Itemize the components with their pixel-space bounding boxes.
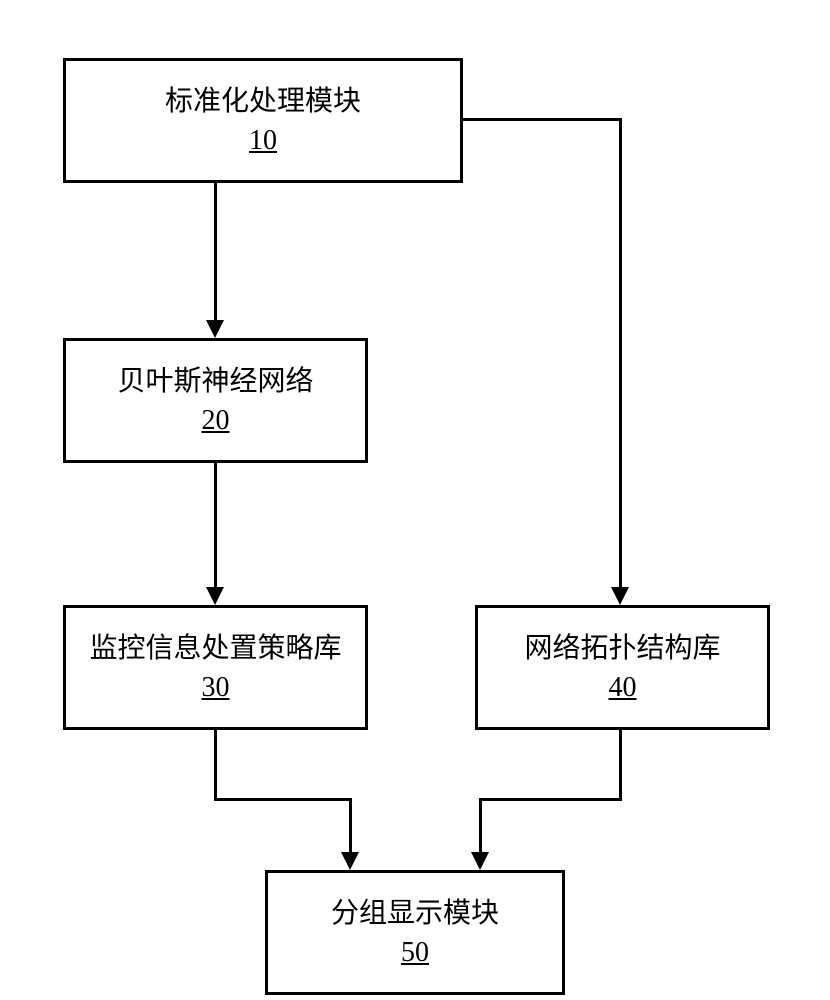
node-number: 10 — [249, 125, 277, 157]
node-number: 40 — [609, 672, 637, 704]
arrow-line — [214, 463, 217, 587]
arrow-head-down-icon — [611, 587, 629, 605]
arrow-head-down-icon — [206, 587, 224, 605]
node-label: 监控信息处置策略库 — [89, 631, 341, 667]
arrow-line — [479, 798, 622, 801]
arrow-line — [462, 118, 622, 121]
node-number: 30 — [202, 672, 230, 704]
arrow-line — [619, 730, 622, 798]
arrow-line — [214, 798, 352, 801]
node-label: 网络拓扑结构库 — [524, 631, 720, 667]
node-label: 贝叶斯神经网络 — [117, 364, 313, 400]
node-number: 50 — [401, 937, 429, 969]
arrow-line — [214, 730, 217, 798]
node-number: 20 — [202, 405, 230, 437]
arrow-head-down-icon — [206, 320, 224, 338]
arrow-line — [619, 118, 622, 587]
node-label: 分组显示模块 — [331, 896, 499, 932]
arrow-head-down-icon — [341, 852, 359, 870]
arrow-line — [479, 798, 482, 852]
node-standardization-module: 标准化处理模块 10 — [63, 58, 463, 183]
arrow-line — [214, 183, 217, 320]
node-label: 标准化处理模块 — [165, 84, 361, 120]
node-bayesian-neural-network: 贝叶斯神经网络 20 — [63, 338, 368, 463]
node-monitoring-policy-library: 监控信息处置策略库 30 — [63, 605, 368, 730]
arrow-line — [349, 798, 352, 852]
node-network-topology-library: 网络拓扑结构库 40 — [475, 605, 770, 730]
arrow-head-down-icon — [471, 852, 489, 870]
node-group-display-module: 分组显示模块 50 — [265, 870, 565, 995]
